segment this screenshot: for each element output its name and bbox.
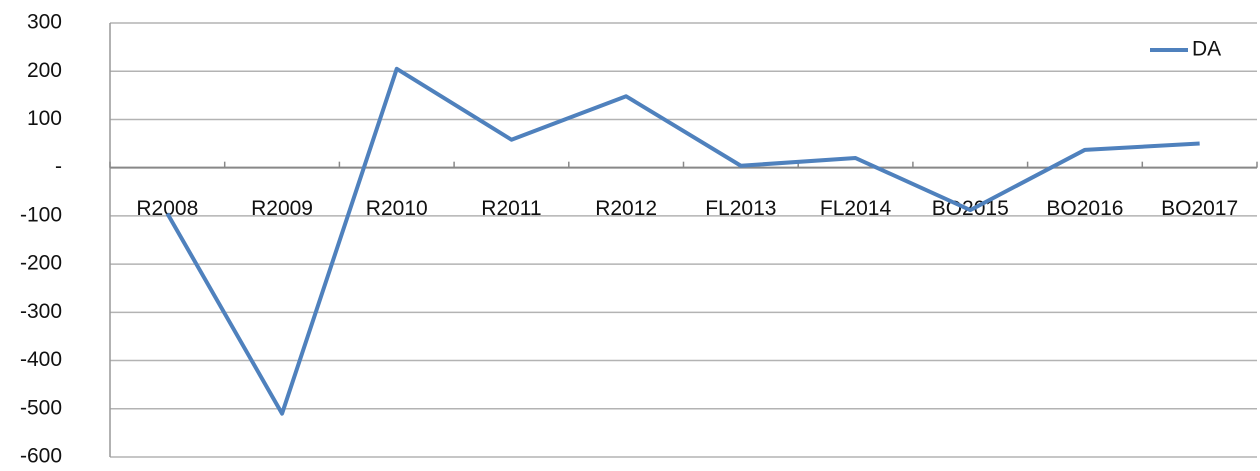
y-tick-label: -100: [20, 203, 62, 226]
x-tick-label: BO2017: [1161, 197, 1238, 220]
y-tick-label: 300: [27, 11, 62, 34]
y-tick-label: 100: [27, 107, 62, 130]
x-tick-label: R2010: [366, 197, 428, 220]
y-tick-label: -: [55, 155, 62, 178]
y-tick-label: -600: [20, 445, 62, 468]
x-tick-label: FL2014: [820, 197, 892, 220]
x-tick-label: R2012: [595, 197, 657, 220]
y-tick-label: -400: [20, 348, 62, 371]
y-tick-label: -200: [20, 252, 62, 275]
y-tick-label: -300: [20, 300, 62, 323]
y-tick-label: -500: [20, 396, 62, 419]
x-tick-label: R2011: [481, 197, 541, 220]
x-tick-label: FL2013: [705, 197, 776, 220]
data-line: [165, 66, 1200, 416]
x-tick-label: BO2016: [1046, 197, 1123, 220]
x-tick-label: R2008: [136, 197, 198, 220]
y-tick-label: 200: [27, 59, 62, 82]
x-tick-label: R2009: [251, 197, 313, 220]
legend-label: DA: [1192, 38, 1221, 61]
